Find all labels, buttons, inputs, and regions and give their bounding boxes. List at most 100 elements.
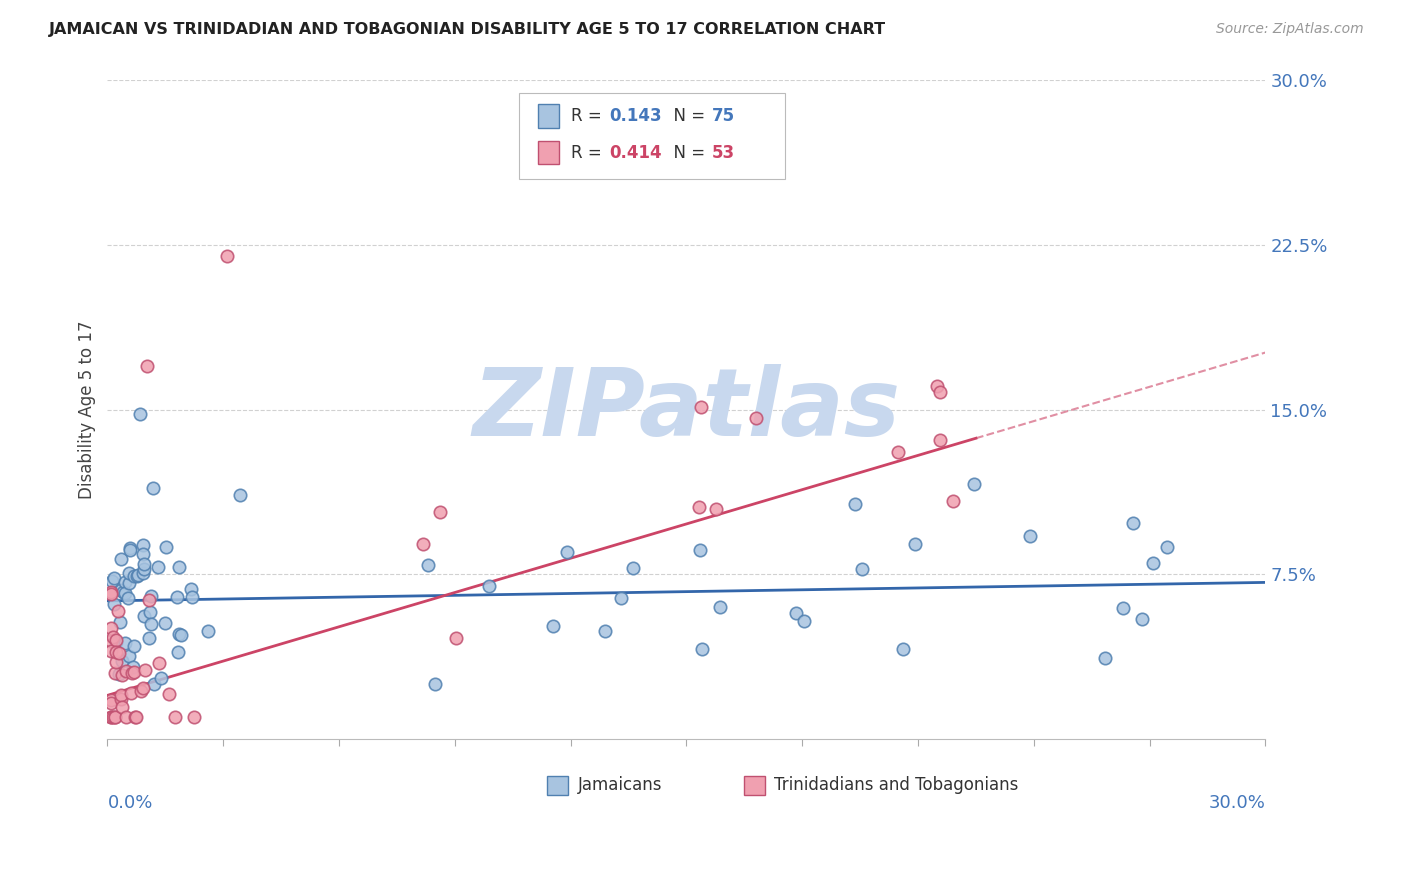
Point <box>963 477 986 491</box>
Point <box>132 547 155 561</box>
Point <box>114 710 136 724</box>
Point <box>217 249 239 263</box>
Point <box>101 630 124 644</box>
Point <box>128 407 150 421</box>
Point <box>108 647 131 661</box>
Point <box>1130 611 1153 625</box>
Text: N =: N = <box>664 144 710 161</box>
Point <box>110 552 132 566</box>
Bar <box>547 775 568 796</box>
Point <box>114 574 136 589</box>
Point <box>709 600 731 615</box>
Point <box>108 667 131 681</box>
Point <box>132 681 155 695</box>
Point <box>704 502 727 516</box>
Point <box>101 574 124 588</box>
Text: JAMAICAN VS TRINIDADIAN AND TOBAGONIAN DISABILITY AGE 5 TO 17 CORRELATION CHART: JAMAICAN VS TRINIDADIAN AND TOBAGONIAN D… <box>49 22 886 37</box>
Point <box>120 686 142 700</box>
Point <box>104 632 127 647</box>
Point <box>155 615 177 630</box>
Point <box>689 542 711 557</box>
Point <box>142 481 165 495</box>
Point <box>115 664 138 678</box>
Point <box>118 541 141 556</box>
Point <box>100 633 122 648</box>
Point <box>138 592 160 607</box>
Point <box>114 586 136 600</box>
FancyBboxPatch shape <box>519 93 785 179</box>
Point <box>793 615 815 629</box>
Point <box>104 634 127 648</box>
Point <box>138 631 160 645</box>
Point <box>129 684 152 698</box>
Point <box>893 642 915 657</box>
Point <box>745 411 768 425</box>
Point <box>148 560 170 574</box>
Point <box>118 576 141 591</box>
Point <box>118 566 141 581</box>
Point <box>166 590 188 604</box>
Text: 75: 75 <box>711 107 735 125</box>
Point <box>101 710 124 724</box>
Point <box>851 562 873 576</box>
Point <box>688 500 710 514</box>
Point <box>929 433 952 447</box>
Point <box>942 494 965 508</box>
Text: 0.414: 0.414 <box>609 144 661 161</box>
Point <box>111 654 134 668</box>
Point <box>593 624 616 639</box>
Point <box>117 591 139 605</box>
Point <box>925 379 948 393</box>
Point <box>110 691 132 706</box>
Point <box>444 631 467 645</box>
Point <box>122 568 145 582</box>
Text: 0.0%: 0.0% <box>107 794 153 813</box>
Point <box>1094 651 1116 665</box>
Point <box>114 636 136 650</box>
Point <box>181 591 204 605</box>
Point <box>107 604 129 618</box>
Point <box>155 541 177 555</box>
Point <box>887 445 910 459</box>
Point <box>1018 529 1040 543</box>
Text: R =: R = <box>571 107 606 125</box>
Point <box>197 624 219 638</box>
Point <box>104 655 127 669</box>
Point <box>108 615 131 630</box>
Text: R =: R = <box>571 144 606 161</box>
Point <box>132 608 155 623</box>
Point <box>100 710 122 724</box>
Point <box>132 562 155 576</box>
Point <box>541 619 564 633</box>
Point <box>844 497 866 511</box>
Text: Jamaicans: Jamaicans <box>578 776 662 795</box>
Bar <box>744 775 765 796</box>
Text: 30.0%: 30.0% <box>1209 794 1265 813</box>
Point <box>136 359 159 373</box>
Text: 53: 53 <box>711 144 735 161</box>
Point <box>124 710 146 724</box>
Point <box>159 687 181 701</box>
Point <box>148 656 170 670</box>
Point <box>423 677 446 691</box>
Point <box>125 710 148 724</box>
Text: Source: ZipAtlas.com: Source: ZipAtlas.com <box>1216 22 1364 37</box>
Point <box>110 689 132 703</box>
Point <box>621 561 644 575</box>
Point <box>412 537 434 551</box>
Text: ZIPatlas: ZIPatlas <box>472 364 900 456</box>
Point <box>122 660 145 674</box>
Point <box>167 645 190 659</box>
Point <box>169 559 191 574</box>
Point <box>163 710 186 724</box>
Point <box>139 589 162 603</box>
Bar <box>538 104 560 128</box>
Point <box>100 587 122 601</box>
Point <box>134 557 156 571</box>
Point <box>139 605 162 619</box>
Point <box>903 536 925 550</box>
Bar <box>538 141 560 164</box>
Point <box>127 568 149 582</box>
Point <box>100 696 122 710</box>
Point <box>477 579 499 593</box>
